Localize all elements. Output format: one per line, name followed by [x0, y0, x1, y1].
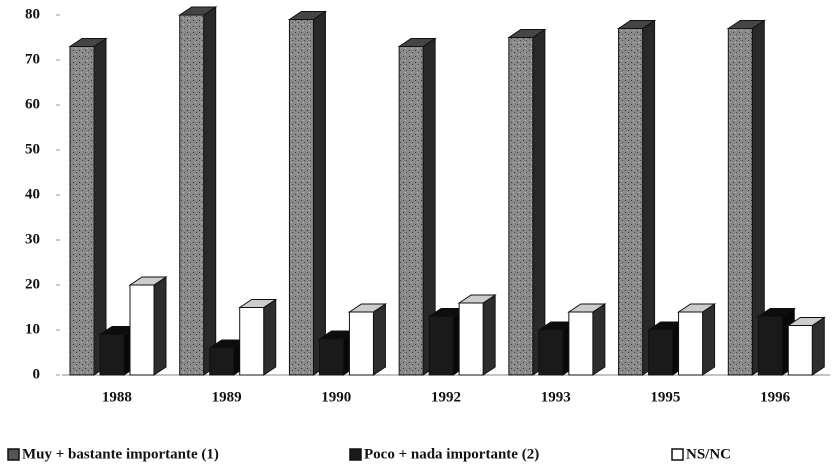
y-tick-label: 80 — [25, 6, 40, 22]
bar — [348, 311, 374, 376]
y-tick-label: 10 — [25, 321, 40, 337]
bar-side — [203, 6, 217, 376]
bar — [398, 46, 424, 376]
bar — [428, 316, 454, 376]
bar — [727, 28, 753, 376]
bar — [508, 37, 534, 376]
bar — [618, 28, 644, 376]
bar — [209, 347, 235, 376]
bar — [239, 307, 265, 376]
x-tick-label: 1993 — [541, 389, 571, 405]
bar — [318, 338, 344, 376]
bar — [179, 14, 205, 376]
legend-label: NS/NC — [686, 446, 731, 462]
legend-label: Muy + bastante importante (1) — [22, 446, 219, 462]
legend-label: Poco + nada importante (2) — [364, 446, 539, 462]
bar — [129, 284, 155, 376]
bar — [568, 311, 594, 376]
bar — [787, 325, 813, 376]
bar — [99, 334, 125, 376]
y-tick-label: 30 — [25, 231, 40, 247]
y-tick-label: 50 — [25, 141, 40, 157]
bar-side — [592, 303, 606, 376]
bar-side — [811, 316, 825, 376]
y-tick-label: 20 — [25, 276, 40, 292]
bar — [757, 316, 783, 376]
bar-side — [482, 294, 496, 376]
bar — [538, 329, 564, 376]
bar — [648, 329, 674, 376]
bar-side — [93, 37, 107, 376]
x-tick-label: 1990 — [321, 389, 351, 405]
bar — [288, 19, 314, 376]
bar — [458, 302, 484, 376]
y-tick-label: 70 — [25, 51, 40, 67]
y-tick-label: 60 — [25, 96, 40, 112]
bar-side — [532, 28, 546, 376]
x-tick-label: 1988 — [102, 389, 132, 405]
x-tick-label: 1992 — [431, 389, 461, 405]
x-tick-label: 1996 — [760, 389, 791, 405]
bar-side — [153, 276, 167, 376]
bar-side — [702, 303, 716, 376]
x-tick-label: 1989 — [212, 389, 242, 405]
bar — [678, 311, 704, 376]
y-tick-label: 0 — [33, 366, 41, 382]
x-tick-label: 1995 — [650, 389, 680, 405]
bar-side — [263, 298, 277, 376]
legend-swatch — [349, 448, 362, 461]
legend-swatch — [7, 448, 20, 461]
bar-side — [372, 303, 386, 376]
bar — [69, 46, 95, 376]
bar-side — [642, 19, 656, 376]
bar-side — [312, 10, 326, 376]
y-tick-label: 40 — [25, 186, 40, 202]
legend-swatch — [671, 448, 684, 461]
